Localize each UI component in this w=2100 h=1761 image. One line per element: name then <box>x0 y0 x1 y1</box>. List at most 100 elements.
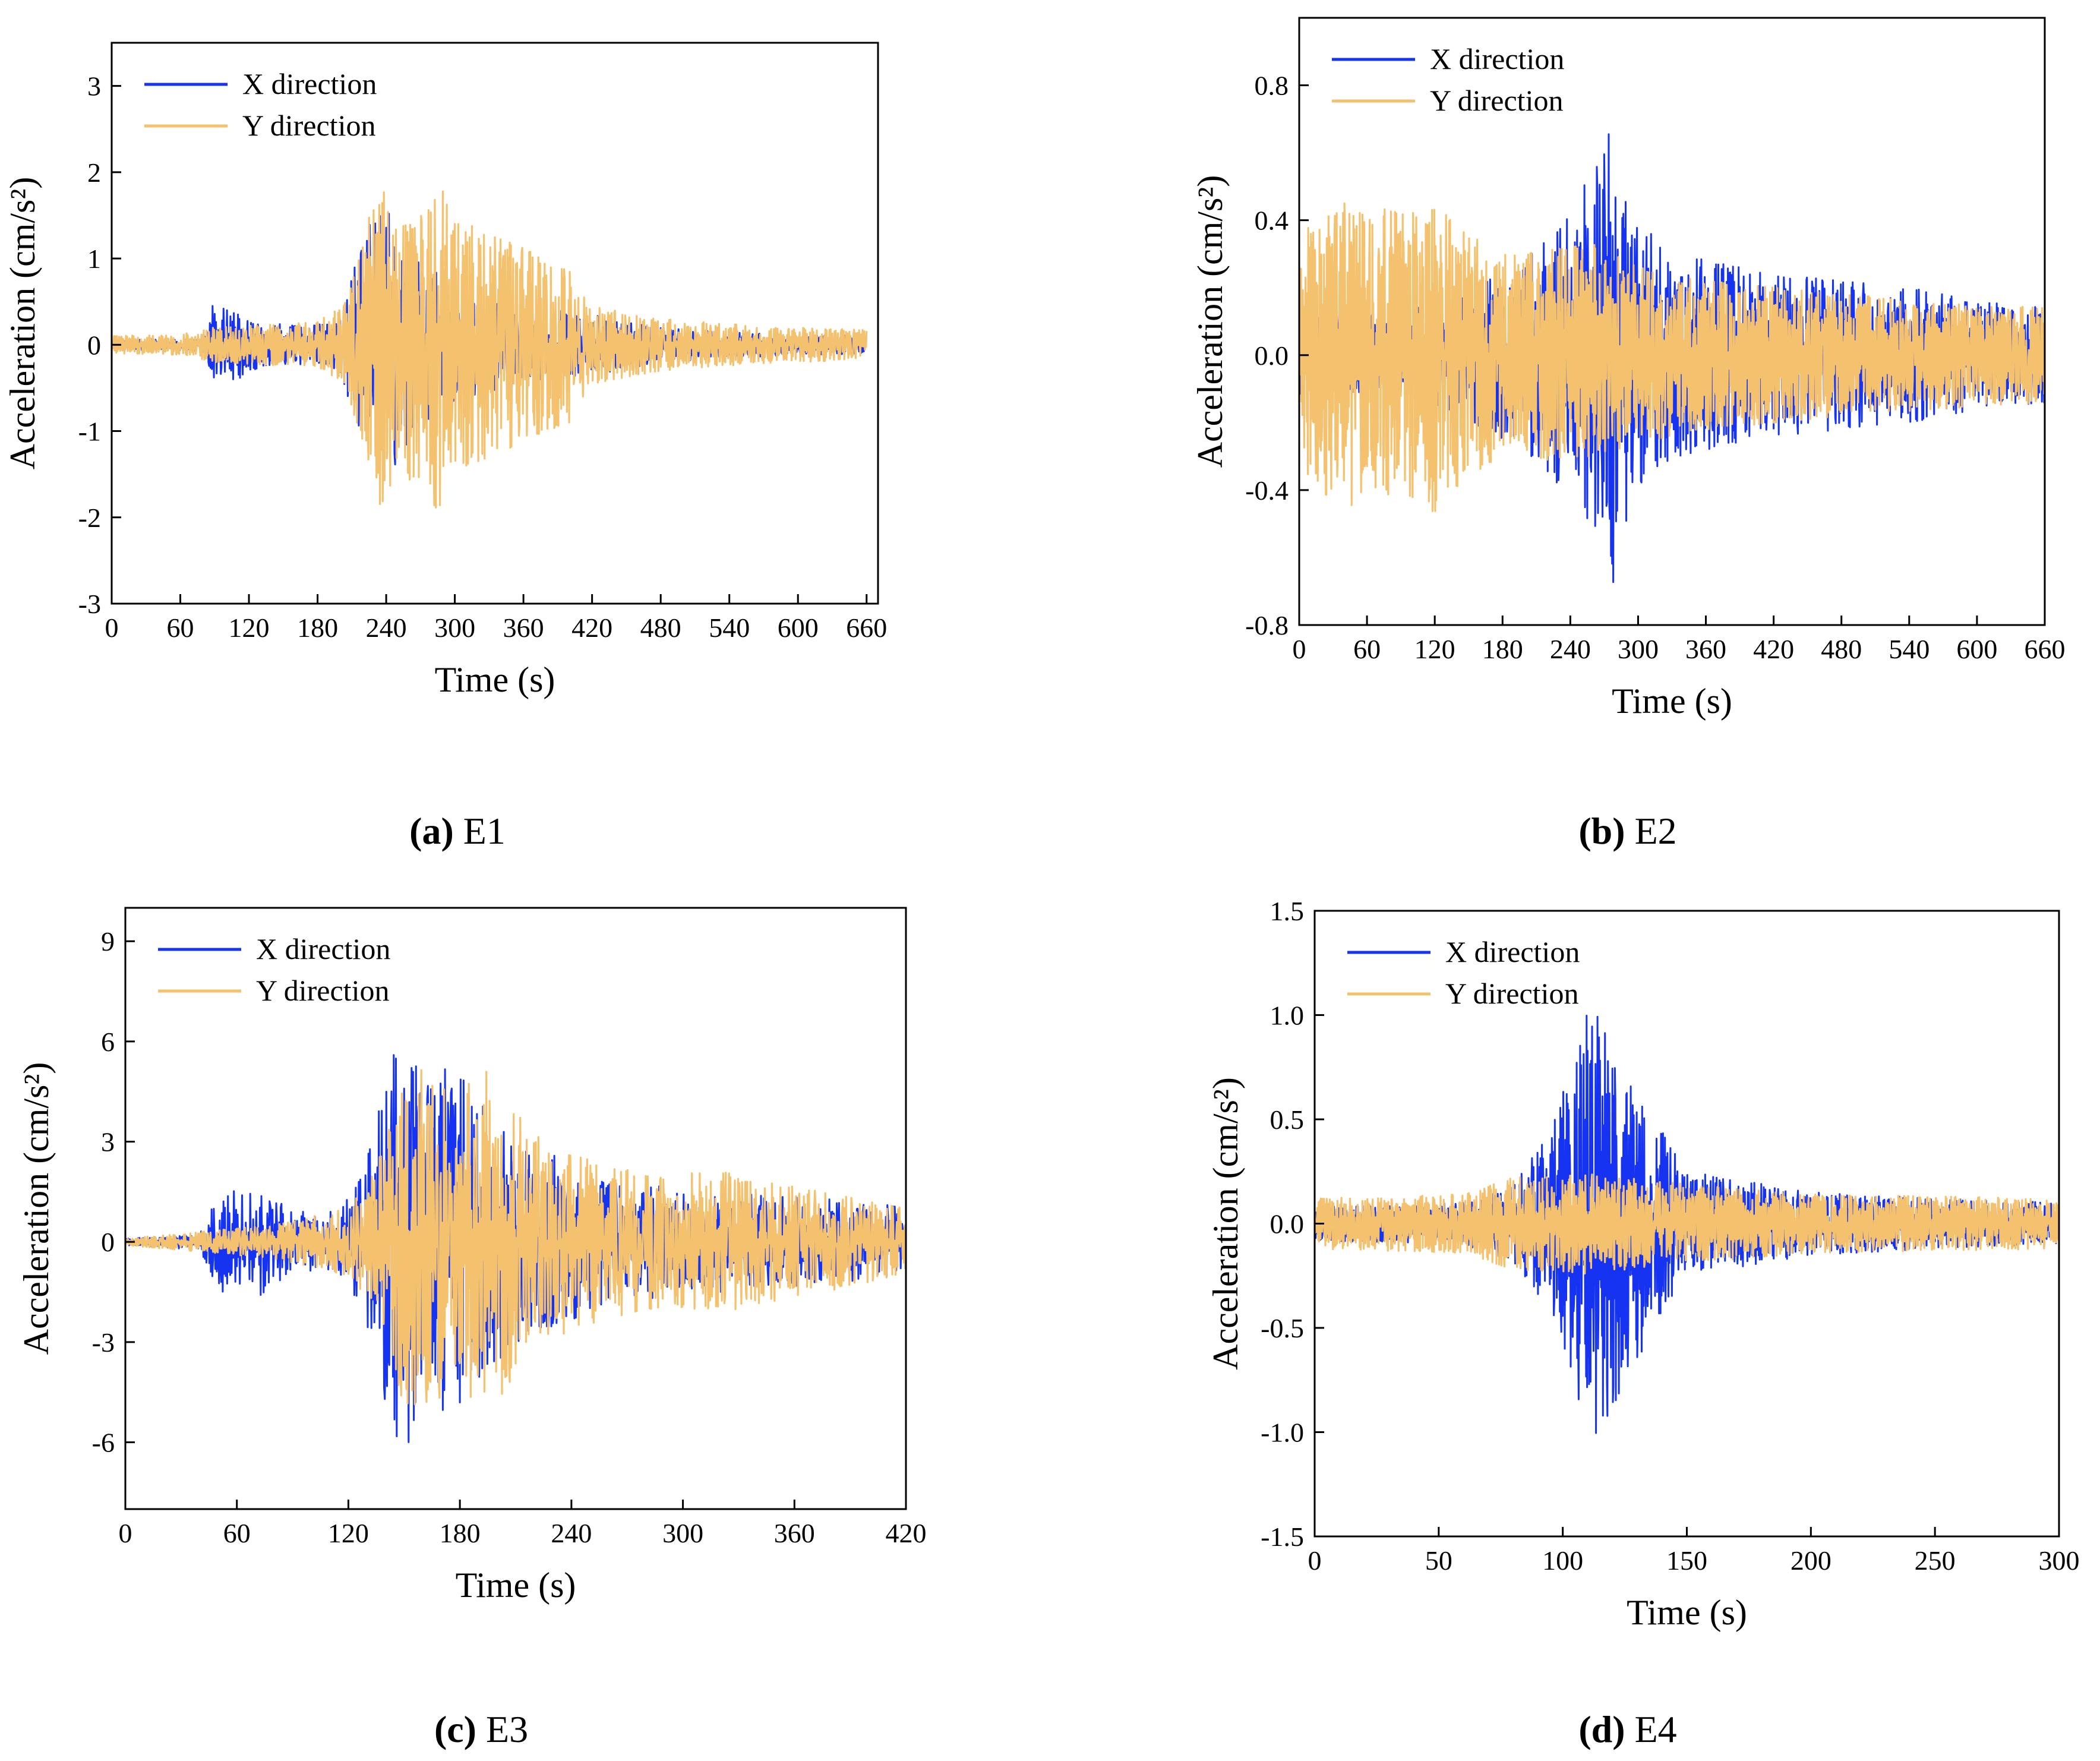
y-tick-label: 0.0 <box>1270 1209 1305 1239</box>
x-tick-label: 0 <box>119 1518 132 1548</box>
x-axis-title: Time (s) <box>1627 1593 1747 1632</box>
x-tick-label: 240 <box>551 1518 592 1548</box>
legend-label-y-direction: Y direction <box>1430 84 1563 117</box>
panel-caption: (d) E4 <box>1578 1708 1676 1750</box>
x-tick-label: 120 <box>229 613 270 643</box>
legend-label-x-direction: X direction <box>256 932 390 965</box>
y-tick-label: 6 <box>101 1027 115 1057</box>
caption-event: E4 <box>1625 1708 1677 1750</box>
panel-caption: (c) E3 <box>434 1708 528 1750</box>
y-tick-label: 0.0 <box>1255 340 1289 371</box>
x-tick-label: 600 <box>1956 634 1997 664</box>
x-tick-label: 240 <box>366 613 407 643</box>
x-tick-label: 180 <box>1482 634 1523 664</box>
x-tick-label: 0 <box>1308 1545 1322 1576</box>
chart-panel-E1: 0 60 120 180 240 300 360 420 480 540 600 660 -3 -2 -1 0… <box>3 42 887 852</box>
x-tick-label: 300 <box>1618 634 1659 664</box>
x-tick-label: 300 <box>662 1518 703 1548</box>
chart-panel-E4: 0 50 100 150 200 250 300 -1.5 -1.0 -0.5 0.0 0.5 1.0 1… <box>1206 896 2080 1750</box>
y-tick-label: 0.4 <box>1255 206 1289 236</box>
y-tick-label: 1.5 <box>1270 896 1305 926</box>
x-tick-label: 420 <box>1753 634 1794 664</box>
y-tick-label: -6 <box>92 1428 115 1458</box>
y-tick-label: -1 <box>78 416 101 447</box>
x-tick-label: 150 <box>1666 1545 1707 1576</box>
y-axis-title: Acceleration (cm/s²) <box>1206 1077 1245 1370</box>
x-tick-label: 100 <box>1542 1545 1583 1576</box>
x-tick-label: 420 <box>886 1518 927 1548</box>
x-tick-label: 120 <box>1414 634 1455 664</box>
y-tick-label: -0.8 <box>1245 610 1289 640</box>
y-tick-label: -3 <box>92 1327 115 1358</box>
x-tick-label: 660 <box>2025 634 2066 664</box>
x-tick-label: 250 <box>1915 1545 1956 1576</box>
x-tick-label: 0 <box>1293 634 1306 664</box>
plot-frame <box>1298 17 2046 626</box>
legend-label-y-direction: Y direction <box>1445 977 1578 1010</box>
x-tick-label: 0 <box>105 613 119 643</box>
y-tick-label: 1.0 <box>1270 1001 1305 1031</box>
caption-letter: (d) <box>1578 1708 1625 1750</box>
x-tick-label: 360 <box>774 1518 815 1548</box>
caption-letter: (c) <box>434 1708 476 1750</box>
x-tick-label: 480 <box>640 613 681 643</box>
x-tick-label: 60 <box>1353 634 1381 664</box>
x-tick-label: 540 <box>709 613 750 643</box>
series-line-y-direction <box>1299 202 2045 512</box>
x-tick-label: 420 <box>571 613 612 643</box>
y-tick-label: -3 <box>78 589 101 619</box>
plot-frame <box>124 907 907 1510</box>
x-tick-label: 60 <box>223 1518 251 1548</box>
y-tick-label: -1.5 <box>1261 1522 1304 1552</box>
x-tick-label: 240 <box>1550 634 1591 664</box>
caption-letter: (a) <box>409 810 454 852</box>
x-tick-label: 360 <box>1685 634 1726 664</box>
series-line-y-direction <box>112 190 868 509</box>
x-tick-label: 300 <box>434 613 475 643</box>
y-tick-label: -0.5 <box>1261 1313 1304 1343</box>
y-axis-title: Acceleration (cm/s²) <box>1190 175 1230 468</box>
y-tick-label: 1 <box>87 244 101 274</box>
series-line-y-direction <box>125 1069 906 1406</box>
x-tick-label: 180 <box>440 1518 481 1548</box>
legend-label-x-direction: X direction <box>242 67 377 100</box>
y-axis-title: Acceleration (cm/s²) <box>3 177 42 470</box>
x-tick-label: 180 <box>297 613 338 643</box>
x-axis-title: Time (s) <box>1612 681 1732 721</box>
y-tick-label: -2 <box>78 503 101 533</box>
y-tick-label: 0 <box>101 1227 115 1257</box>
y-tick-label: -0.4 <box>1245 475 1289 506</box>
x-tick-label: 60 <box>167 613 194 643</box>
x-tick-label: 540 <box>1889 634 1930 664</box>
x-tick-label: 50 <box>1425 1545 1452 1576</box>
legend-label-y-direction: Y direction <box>256 974 389 1007</box>
x-tick-label: 660 <box>846 613 887 643</box>
legend-label-x-direction: X direction <box>1445 935 1580 968</box>
legend-label-x-direction: X direction <box>1430 42 1564 75</box>
y-tick-label: 0.5 <box>1270 1104 1305 1135</box>
y-tick-label: 2 <box>87 157 101 188</box>
x-tick-label: 300 <box>2039 1545 2080 1576</box>
x-tick-label: 360 <box>503 613 544 643</box>
y-tick-label: 3 <box>87 71 101 102</box>
legend-label-y-direction: Y direction <box>242 109 375 142</box>
x-axis-title: Time (s) <box>456 1566 576 1605</box>
caption-event: E3 <box>476 1708 528 1750</box>
caption-event: E2 <box>1625 810 1677 852</box>
x-tick-label: 200 <box>1790 1545 1831 1576</box>
caption-letter: (b) <box>1578 810 1625 852</box>
y-axis-title: Acceleration (cm/s²) <box>17 1062 56 1355</box>
plot-frame <box>110 42 879 605</box>
x-axis-title: Time (s) <box>435 660 555 699</box>
x-tick-label: 600 <box>778 613 819 643</box>
y-tick-label: 3 <box>101 1127 115 1157</box>
caption-event: E1 <box>454 810 506 852</box>
series-line-y-direction <box>1315 1173 2059 1275</box>
x-tick-label: 480 <box>1821 634 1862 664</box>
y-tick-label: -1.0 <box>1261 1418 1304 1448</box>
y-tick-label: 0.8 <box>1255 71 1289 101</box>
y-tick-label: 0 <box>87 330 101 360</box>
chart-panel-E2: 0 60 120 180 240 300 360 420 480 540 600 660 -0.8 -0.… <box>1190 17 2066 852</box>
chart-panel-E3: 0 60 120 180 240 300 360 420 -6 -3 0 3 6 9 Time (s) Acc… <box>17 907 927 1750</box>
